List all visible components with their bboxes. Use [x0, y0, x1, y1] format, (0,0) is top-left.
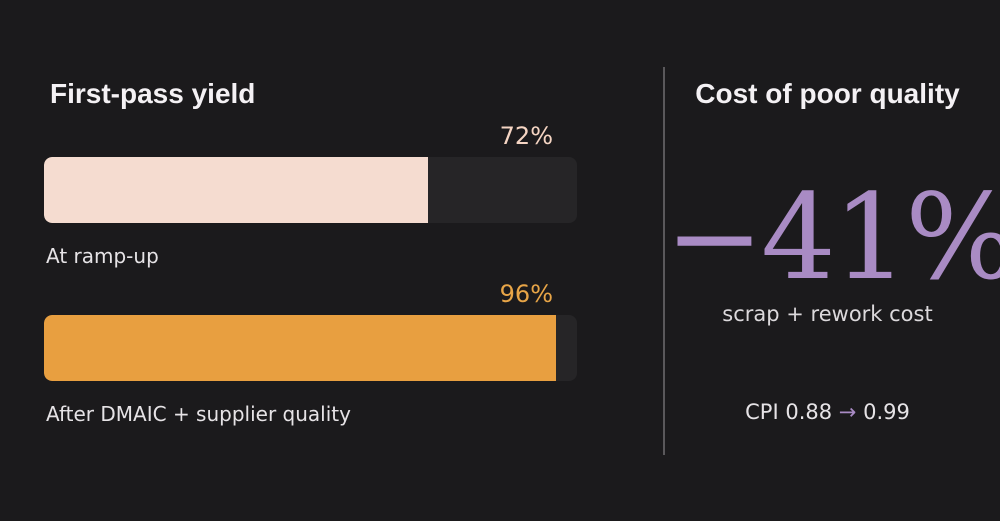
value-label: 72%: [499, 122, 553, 150]
panel-title: Cost of poor quality: [695, 78, 960, 109]
bar-label: After DMAIC + supplier quality: [46, 402, 351, 426]
headline-stat: −41%: [665, 168, 1000, 306]
bar-track: [44, 315, 577, 381]
cpi-label: CPI: [745, 400, 779, 424]
cpi-from: 0.88: [785, 400, 833, 424]
stat-caption: scrap + rework cost: [722, 302, 933, 326]
divider: [663, 67, 665, 455]
cpi-to: 0.99: [863, 400, 910, 424]
cpi-arrow: →: [838, 400, 857, 424]
value-label: 96%: [499, 280, 553, 308]
bar-track: [44, 157, 577, 223]
bar-label: At ramp-up: [46, 244, 159, 268]
panel-title: First-pass yield: [50, 78, 256, 109]
bar: [44, 157, 428, 223]
cpi-line: CPI 0.88 → 0.99: [680, 400, 975, 424]
bar: [44, 315, 556, 381]
